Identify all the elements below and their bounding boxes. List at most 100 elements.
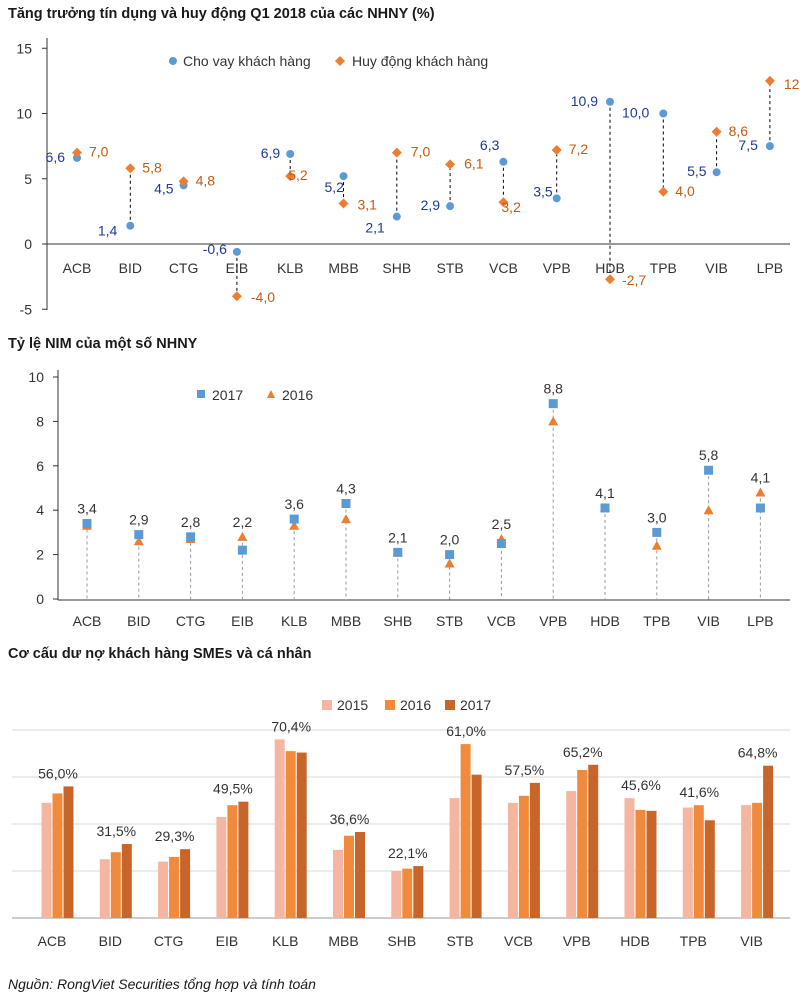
c1-deposit-label: 7,0 — [89, 144, 109, 160]
c3-bar — [158, 861, 169, 918]
c3-bar — [704, 820, 715, 918]
c2-category-label: VIB — [697, 613, 720, 629]
c2-2017-label: 4,3 — [336, 481, 356, 497]
c1-deposit-point — [178, 176, 189, 187]
c3-2017-label: 65,2% — [563, 744, 603, 760]
c2-2016-point — [444, 558, 455, 568]
c1-deposit-label: 12,5 — [784, 76, 800, 92]
c3-category-label: VPB — [563, 933, 591, 949]
c3-bar — [296, 752, 307, 918]
c3-category-label: TPB — [680, 933, 707, 949]
c3-bar — [518, 795, 529, 918]
c2-2017-label: 3,0 — [647, 509, 667, 525]
c2-2017-point — [548, 399, 558, 409]
c2-2017-label: 2,1 — [388, 529, 408, 545]
c3-bar — [63, 786, 74, 918]
c1-category-label: BID — [119, 260, 142, 276]
c3-bar — [110, 852, 121, 918]
c2-2017-label: 2,0 — [440, 532, 460, 548]
c2-ytick-label: 8 — [36, 413, 44, 429]
c3-category-label: ACB — [38, 933, 67, 949]
c2-category-label: BID — [127, 613, 150, 629]
c2-2017-label: 5,8 — [699, 447, 719, 463]
c3-2017-label: 64,8% — [738, 745, 778, 761]
c3-bar — [529, 782, 540, 918]
c3-category-label: STB — [446, 933, 473, 949]
c2-category-label: SHB — [383, 613, 412, 629]
c1-loan-point — [712, 168, 721, 177]
c2-legend-2016: 2016 — [282, 387, 313, 403]
c3-category-label: EIB — [216, 933, 239, 949]
c3-legend-swatch-icon — [445, 700, 455, 710]
c1-deposit-label: 4,0 — [675, 183, 695, 199]
c3-2017-label: 49,5% — [213, 781, 253, 797]
c3-2017-label: 41,6% — [679, 784, 719, 800]
c3-bar — [344, 835, 354, 918]
c2-2016-point — [548, 416, 559, 426]
c3-2017-label: 31,5% — [96, 823, 136, 839]
c2-category-label: TPB — [643, 613, 670, 629]
c1-deposit-point — [605, 274, 615, 285]
c1-category-label: HDB — [595, 260, 625, 276]
c1-loan-label: 6,3 — [480, 137, 500, 153]
c1-legend-deposits: Huy động khách hàng — [352, 53, 488, 69]
c3-bar — [635, 809, 646, 918]
c1-ytick-label: 5 — [24, 171, 32, 187]
c3-category-label: BID — [99, 933, 122, 949]
credit-deposit-growth-chart: 15 10 5 0 -5 Cho vay khách hàng Huy động khách… — [16, 38, 800, 317]
c2-2017-point — [445, 550, 455, 560]
c1-loan-point — [392, 212, 401, 221]
c3-bar — [285, 751, 296, 918]
c2-2017-label: 3,6 — [284, 496, 304, 512]
chart1-title: Tăng trưởng tín dụng và huy động Q1 2018… — [8, 6, 435, 22]
c1-deposit-label: -4,0 — [251, 289, 275, 305]
c2-2017-label: 8,8 — [543, 381, 563, 397]
c1-loan-label: 7,5 — [738, 137, 758, 153]
c2-legend-square-icon — [197, 390, 205, 398]
c1-deposit-label: 7,2 — [569, 141, 589, 157]
c1-loan-point — [126, 221, 135, 230]
c1-loan-label: 6,9 — [261, 145, 281, 161]
c1-loan-label: 4,5 — [154, 180, 174, 196]
c1-loan-label: 10,0 — [622, 105, 649, 121]
c1-loan-label: 5,5 — [687, 163, 707, 179]
c2-2017-label: 2,5 — [492, 516, 512, 532]
c1-category-label: STB — [436, 260, 463, 276]
c3-legend-label: 2015 — [337, 697, 368, 713]
c3-bar — [227, 805, 238, 918]
nim-ratio-chart: 10 8 6 4 2 0 2017 2016 ACB BID CTG EIB KLB MBB SHB STB V… — [28, 369, 790, 629]
c2-category-label: VPB — [539, 613, 567, 629]
c1-legend-diamond-icon — [335, 56, 345, 66]
c3-bar — [624, 798, 635, 918]
c2-2017-point — [289, 514, 299, 524]
c2-2017-label: 4,1 — [595, 485, 615, 501]
c1-deposit-point — [231, 291, 242, 302]
sme-retail-loan-structure-chart: 2015 2016 2017 56,0% ACB 31,5% BID 29,3% CTG 49,5… — [12, 697, 790, 949]
c3-bar — [391, 871, 402, 918]
c2-category-label: HDB — [590, 613, 620, 629]
c3-2017-label: 61,0% — [446, 723, 486, 739]
c3-2017-label: 57,5% — [505, 762, 545, 778]
c2-2016-point — [651, 540, 662, 550]
c1-deposit-label: 5,2 — [288, 167, 308, 183]
c1-legend-loans: Cho vay khách hàng — [183, 53, 311, 69]
c2-2017-point — [755, 503, 765, 513]
c2-ytick-label: 2 — [36, 547, 44, 563]
c2-2016-point — [133, 536, 144, 546]
c1-deposit-point — [72, 147, 82, 158]
c1-deposit-label: 3,2 — [501, 199, 521, 215]
c1-loan-point — [339, 172, 348, 181]
c1-deposit-label: 6,1 — [464, 155, 484, 171]
c1-deposit-point — [338, 198, 349, 209]
c1-category-label: TPB — [650, 260, 677, 276]
c3-category-label: VIB — [740, 933, 763, 949]
c2-category-label: KLB — [281, 613, 307, 629]
c1-loan-point — [232, 247, 241, 256]
c3-bar — [577, 769, 588, 918]
c3-bar — [169, 856, 180, 918]
source-note: Nguồn: RongViet Securities tổng hợp và t… — [8, 976, 316, 992]
c1-loan-point — [552, 194, 561, 203]
c1-loan-label: 2,1 — [365, 220, 385, 236]
c2-ytick-label: 10 — [28, 369, 44, 385]
c1-ytick-label: -5 — [20, 301, 33, 317]
